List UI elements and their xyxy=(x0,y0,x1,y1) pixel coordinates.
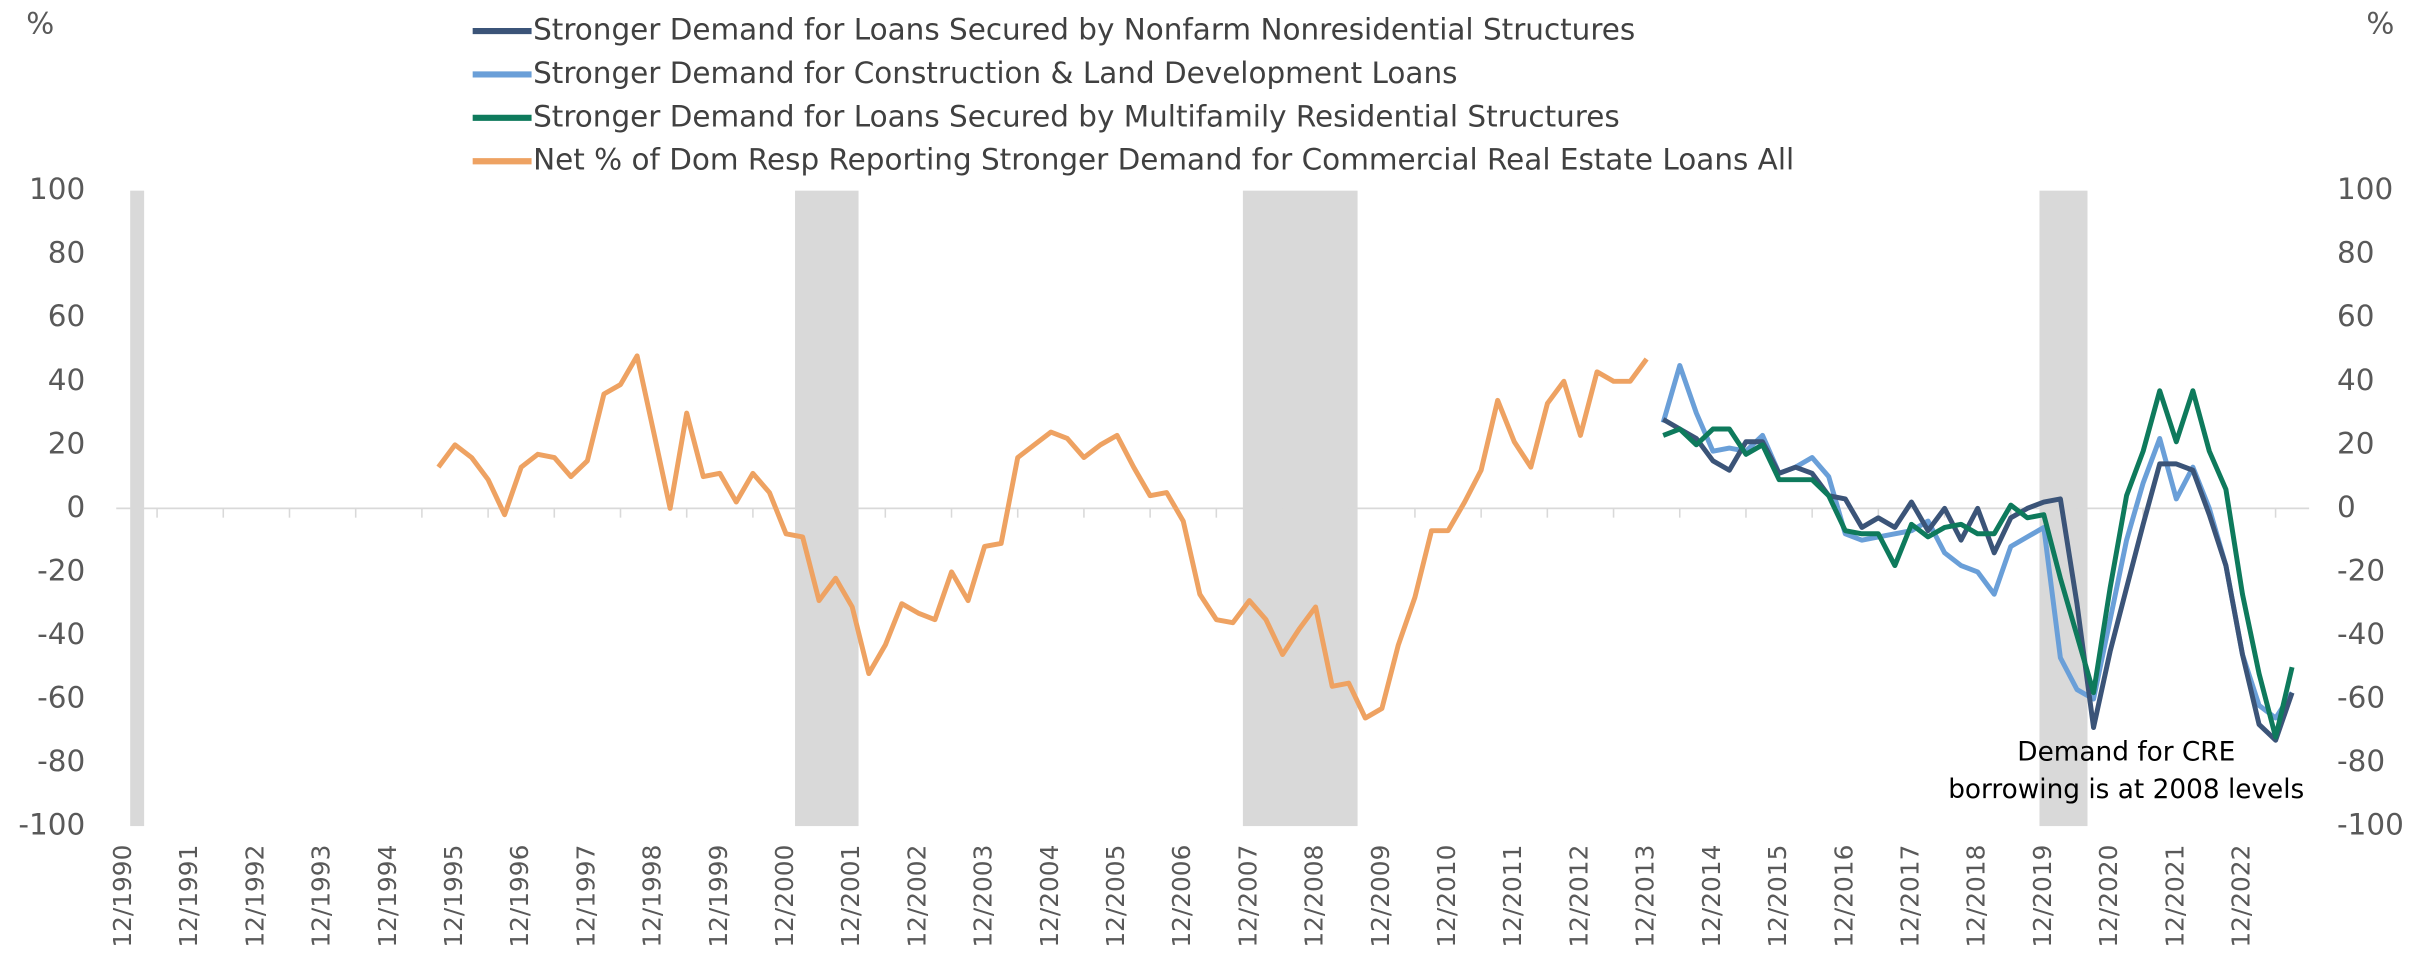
y-tick-label: 80 xyxy=(48,236,85,270)
y-tick-label: 60 xyxy=(48,299,85,333)
x-tick-label: 12/2022 xyxy=(2226,845,2255,948)
y-tick-label: -80 xyxy=(37,744,85,778)
y2-tick-label: 0 xyxy=(2337,490,2356,524)
y2-axis-label: % xyxy=(2366,6,2394,40)
x-tick-label: 12/1995 xyxy=(439,845,468,948)
x-tick-label: 12/1993 xyxy=(307,845,336,948)
x-tick-label: 12/1998 xyxy=(638,845,667,948)
x-tick-label: 12/2018 xyxy=(1962,845,1991,948)
annotation: Demand for CRE xyxy=(2017,738,2235,768)
x-tick-label: 12/1997 xyxy=(571,845,600,948)
annotation: borrowing is at 2008 levels xyxy=(1948,775,2304,805)
y-tick-label: -60 xyxy=(37,680,85,714)
legend-label: Stronger Demand for Loans Secured by Mul… xyxy=(533,99,1620,133)
y-tick-label: -100 xyxy=(18,808,85,842)
x-tick-label: 12/2012 xyxy=(1564,845,1593,948)
y2-tick-label: -60 xyxy=(2337,680,2385,714)
x-tick-label: 12/2005 xyxy=(1101,845,1130,948)
x-tick-label: 12/2003 xyxy=(969,845,998,948)
y-tick-label: 100 xyxy=(29,172,85,206)
series-line xyxy=(1660,363,2295,721)
x-tick-label: 12/1996 xyxy=(505,845,534,948)
y-tick-label: 40 xyxy=(48,363,85,397)
y2-tick-label: -80 xyxy=(2337,744,2385,778)
x-tick-label: 12/2000 xyxy=(770,845,799,948)
y-tick-label: 20 xyxy=(48,426,85,460)
x-tick-label: 12/2002 xyxy=(902,845,931,948)
series-line xyxy=(1661,417,2295,743)
y2-tick-label: 60 xyxy=(2337,299,2374,333)
x-tick-label: 12/1991 xyxy=(174,845,203,948)
x-tick-label: 12/1992 xyxy=(240,845,269,948)
x-tick-label: 12/2010 xyxy=(1432,845,1461,948)
y2-tick-label: -100 xyxy=(2337,808,2404,842)
x-tick-label: 12/2016 xyxy=(1829,845,1858,948)
x-tick-label: 12/2007 xyxy=(1233,845,1262,948)
x-tick-label: 12/2021 xyxy=(2160,845,2189,948)
y2-tick-label: 40 xyxy=(2337,363,2374,397)
x-tick-label: 12/1999 xyxy=(704,845,733,948)
y2-tick-label: -40 xyxy=(2337,617,2385,651)
x-tick-label: 12/2011 xyxy=(1498,845,1527,948)
x-tick-label: 12/1994 xyxy=(373,845,402,948)
x-tick-label: 12/2013 xyxy=(1631,845,1660,948)
x-tick-label: 12/2014 xyxy=(1697,845,1726,948)
x-tick-label: 12/2001 xyxy=(836,845,865,948)
y-tick-label: -20 xyxy=(37,553,85,587)
y2-tick-label: 100 xyxy=(2337,172,2393,206)
x-tick-label: 12/2015 xyxy=(1763,845,1792,948)
x-tick-label: 12/2017 xyxy=(1895,845,1924,948)
x-tick-label: 12/2004 xyxy=(1035,845,1064,948)
x-tick-label: 12/1990 xyxy=(108,845,137,948)
series-line xyxy=(436,353,1649,721)
legend-label: Net % of Dom Resp Reporting Stronger Dem… xyxy=(533,143,1794,177)
legend-label: Stronger Demand for Construction & Land … xyxy=(533,56,1457,90)
x-tick-label: 12/2006 xyxy=(1167,845,1196,948)
x-tick-label: 12/2009 xyxy=(1366,845,1395,948)
y2-tick-label: 20 xyxy=(2337,426,2374,460)
x-tick-label: 12/2019 xyxy=(2028,845,2057,948)
y-axis-label: % xyxy=(26,6,54,40)
legend-label: Stronger Demand for Loans Secured by Non… xyxy=(533,13,1635,47)
y2-tick-label: 80 xyxy=(2337,236,2374,270)
x-tick-label: 12/2008 xyxy=(1300,845,1329,948)
x-tick-label: 12/2020 xyxy=(2094,845,2123,948)
y2-tick-label: -20 xyxy=(2337,553,2385,587)
y-tick-label: 0 xyxy=(67,490,86,524)
y-tick-label: -40 xyxy=(37,617,85,651)
series-line xyxy=(1662,388,2295,740)
